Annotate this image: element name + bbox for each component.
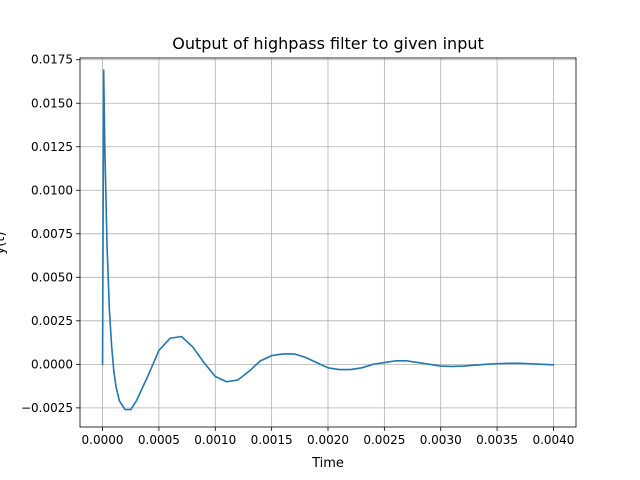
y-tick-label: 0.0050 xyxy=(31,270,73,284)
series-layer xyxy=(101,69,555,411)
y-axis-label: y(t) xyxy=(0,232,8,255)
x-tick-label: 0.0025 xyxy=(363,433,405,447)
y-tick-label: 0.0100 xyxy=(31,183,73,197)
y-tick-label: −0.0025 xyxy=(21,401,73,415)
x-tick-label: 0.0015 xyxy=(251,433,293,447)
chart-title: Output of highpass filter to given input xyxy=(172,34,484,53)
x-axis-label: Time xyxy=(311,456,344,471)
x-tick-label: 0.0010 xyxy=(194,433,236,447)
y-tick-label: 0.0075 xyxy=(31,227,73,241)
y-tick-label: 0.0175 xyxy=(31,53,73,67)
x-tick-label: 0.0005 xyxy=(138,433,180,447)
y-tick-label: 0.0150 xyxy=(31,96,73,110)
series-line-0 xyxy=(101,69,555,411)
y-tick-label: 0.0125 xyxy=(31,140,73,154)
x-tick-label: 0.0000 xyxy=(82,433,124,447)
x-tick-label: 0.0035 xyxy=(476,433,518,447)
x-tick-label: 0.0020 xyxy=(307,433,349,447)
x-tick-label: 0.0030 xyxy=(420,433,462,447)
y-tick-label: 0.0000 xyxy=(31,357,73,371)
y-axis-ticks: −0.0025 0.0000 0.0025 0.0050 0.0075 0.0100 0.0… xyxy=(21,53,80,415)
x-axis-ticks: 0.0000 0.0005 0.0010 0.0015 0.0020 0.0025 0.00… xyxy=(82,427,574,447)
x-tick-label: 0.0040 xyxy=(532,433,574,447)
y-tick-label: 0.0025 xyxy=(31,314,73,328)
